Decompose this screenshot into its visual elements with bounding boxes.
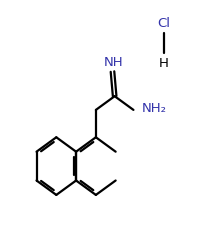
Text: NH: NH <box>104 56 123 69</box>
Text: NH₂: NH₂ <box>141 102 166 115</box>
Text: Cl: Cl <box>157 17 170 29</box>
Text: H: H <box>159 57 168 70</box>
